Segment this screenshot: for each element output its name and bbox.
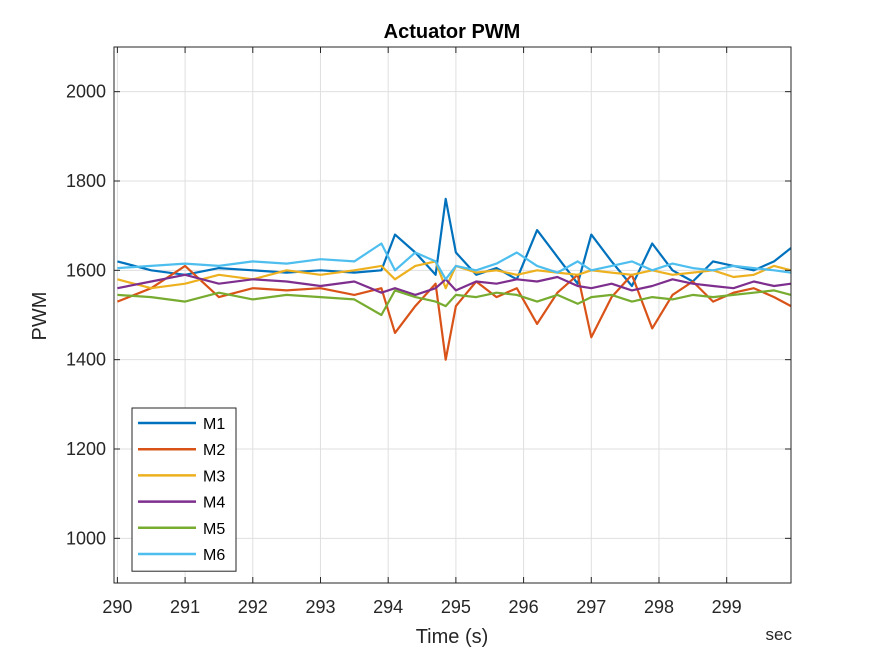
x-tick-label: 298 [644,597,674,617]
x-tick-label: 295 [441,597,471,617]
axes-box [113,46,792,584]
x-tick-label: 299 [712,597,742,617]
series-line-m2 [116,264,792,361]
x-tick-label: 293 [305,597,335,617]
y-tick-label: 1000 [66,528,106,548]
legend-box [131,407,237,572]
series-line-m3 [117,260,792,290]
x-tick-label: 290 [102,597,132,617]
y-tick-label: 1400 [66,350,106,370]
series-layer [116,197,792,361]
x-axis-label: Time (s) [416,626,489,648]
legend-label-m4: M4 [203,495,225,512]
ticks: 290 291 292 293 294 295 296 297 298 299 1000 1200 14… [66,47,791,617]
x-tick-label: 291 [170,597,200,617]
legend-label-m6: M6 [203,547,225,564]
legend-label-m1: M1 [203,416,225,433]
y-tick-label: 1600 [66,260,106,280]
chart-title: Actuator PWM [384,21,521,43]
x-axis-unit-label: sec [766,625,793,644]
y-tick-label: 2000 [66,82,106,102]
x-tick-label: 296 [509,597,539,617]
series-line-m5 [117,289,792,317]
legend: M1 M2 M3 M4 M5 M6 [131,407,237,572]
x-tick-label: 292 [238,597,268,617]
legend-label-m3: M3 [203,468,225,485]
grid [114,47,791,583]
x-tick-label: 294 [373,597,403,617]
x-tick-label: 297 [576,597,606,617]
y-tick-label: 1200 [66,439,106,459]
legend-label-m2: M2 [203,442,225,459]
legend-label-m5: M5 [203,521,225,538]
series-line-m6 [117,242,792,281]
y-axis-label: PWM [29,292,51,341]
y-tick-label: 1800 [66,171,106,191]
series-line-m4 [117,273,792,296]
